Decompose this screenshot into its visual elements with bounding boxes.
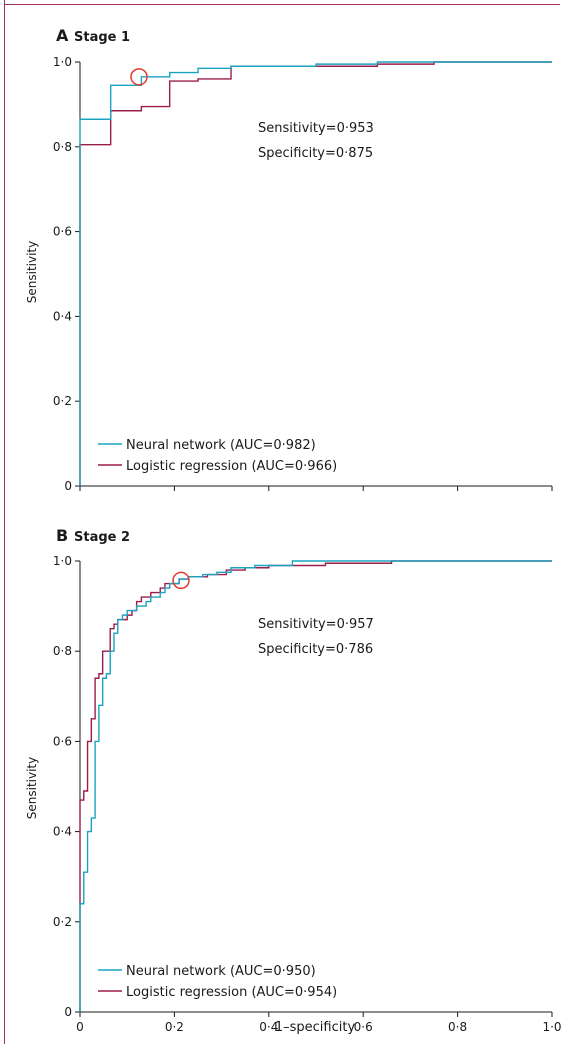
panel-b-x-axis-label: 1–specificity xyxy=(275,1020,356,1035)
panel-b-x-tick-label: 0·4 xyxy=(259,1020,278,1034)
panel-a-y-tick-label: 1·0 xyxy=(53,55,72,69)
panel-a-series-line-neural-network xyxy=(79,61,552,486)
panel-b-specificity-annotation: Specificity=0·786 xyxy=(258,642,373,657)
panel-b-x-tick-label: 0·8 xyxy=(448,1020,467,1034)
panel-a-series xyxy=(79,61,552,486)
panel-a-legend: Neural network (AUC=0·982) Logistic regr… xyxy=(98,438,337,474)
panel-a-stage-1: A Stage 1 Sensitivity 0 0·2 0·4 0·6 0·8 1·0 S… xyxy=(25,26,553,493)
panel-a-y-axis-label: Sensitivity xyxy=(25,241,39,303)
panel-b-sensitivity-annotation: Sensitivity=0·957 xyxy=(258,617,374,632)
panel-b-series xyxy=(79,560,552,1012)
panel-a-y-tick-label: 0 xyxy=(64,479,72,493)
panel-b-legend-label-neural-network: Neural network (AUC=0·950) xyxy=(126,964,316,979)
panel-a-legend-label-neural-network: Neural network (AUC=0·982) xyxy=(126,438,316,453)
panel-a-specificity-annotation: Specificity=0·875 xyxy=(258,146,373,161)
panel-b-x-tick-label: 0 xyxy=(76,1020,84,1034)
panel-b-tick-labels: 0 0·2 0·4 0·6 0·8 1·0 0 0·2 0·4 0·6 0·8 1·0 xyxy=(53,554,562,1034)
panel-a-operating-point-marker xyxy=(130,68,148,86)
panel-a-letter: A xyxy=(56,26,69,45)
panel-a-y-tick-label: 0·8 xyxy=(53,140,72,154)
panel-b-x-tick-label: 0·2 xyxy=(165,1020,184,1034)
panel-b-title: Stage 2 xyxy=(74,530,130,545)
panel-b-y-tick-label: 0·8 xyxy=(53,644,72,658)
panel-b-legend: Neural network (AUC=0·950) Logistic regr… xyxy=(98,964,337,1000)
figure-frame-top-rule xyxy=(4,4,560,5)
panel-b-x-tick-label: 1·0 xyxy=(542,1020,561,1034)
panel-b-y-tick-label: 0·2 xyxy=(53,915,72,929)
panel-b-y-tick-label: 0 xyxy=(64,1005,72,1019)
panel-b-operating-point-marker xyxy=(172,571,190,590)
panel-b-y-axis-label: Sensitivity xyxy=(25,757,39,819)
panel-a-y-tick-label: 0·2 xyxy=(53,394,72,408)
panel-b-letter: B xyxy=(56,526,68,545)
panel-a-y-tick-label: 0·4 xyxy=(53,309,72,323)
panel-b-series-line-logistic-regression xyxy=(79,560,552,1012)
panel-b-y-tick-label: 0·6 xyxy=(53,734,72,748)
panel-b-x-tick-label: 0·6 xyxy=(354,1020,373,1034)
panel-a-sensitivity-annotation: Sensitivity=0·953 xyxy=(258,121,374,136)
panel-b-y-tick-label: 0·4 xyxy=(53,825,72,839)
panel-a-y-tick-label: 0·6 xyxy=(53,225,72,239)
panel-a-title: Stage 1 xyxy=(74,30,130,45)
panel-b-stage-2: B Stage 2 Sensitivity 00·20·40·60·81·00 0… xyxy=(25,526,562,1035)
figure-frame-left-rule xyxy=(4,0,5,1044)
panel-a-tick-labels: 0 0·2 0·4 0·6 0·8 1·0 xyxy=(53,55,72,493)
panel-a-legend-label-logistic-regression: Logistic regression (AUC=0·966) xyxy=(126,459,337,474)
panel-b-legend-label-logistic-regression: Logistic regression (AUC=0·954) xyxy=(126,985,337,1000)
panel-b-series-line-neural-network xyxy=(79,560,552,1012)
panel-b-y-tick-label: 1·0 xyxy=(53,554,72,568)
